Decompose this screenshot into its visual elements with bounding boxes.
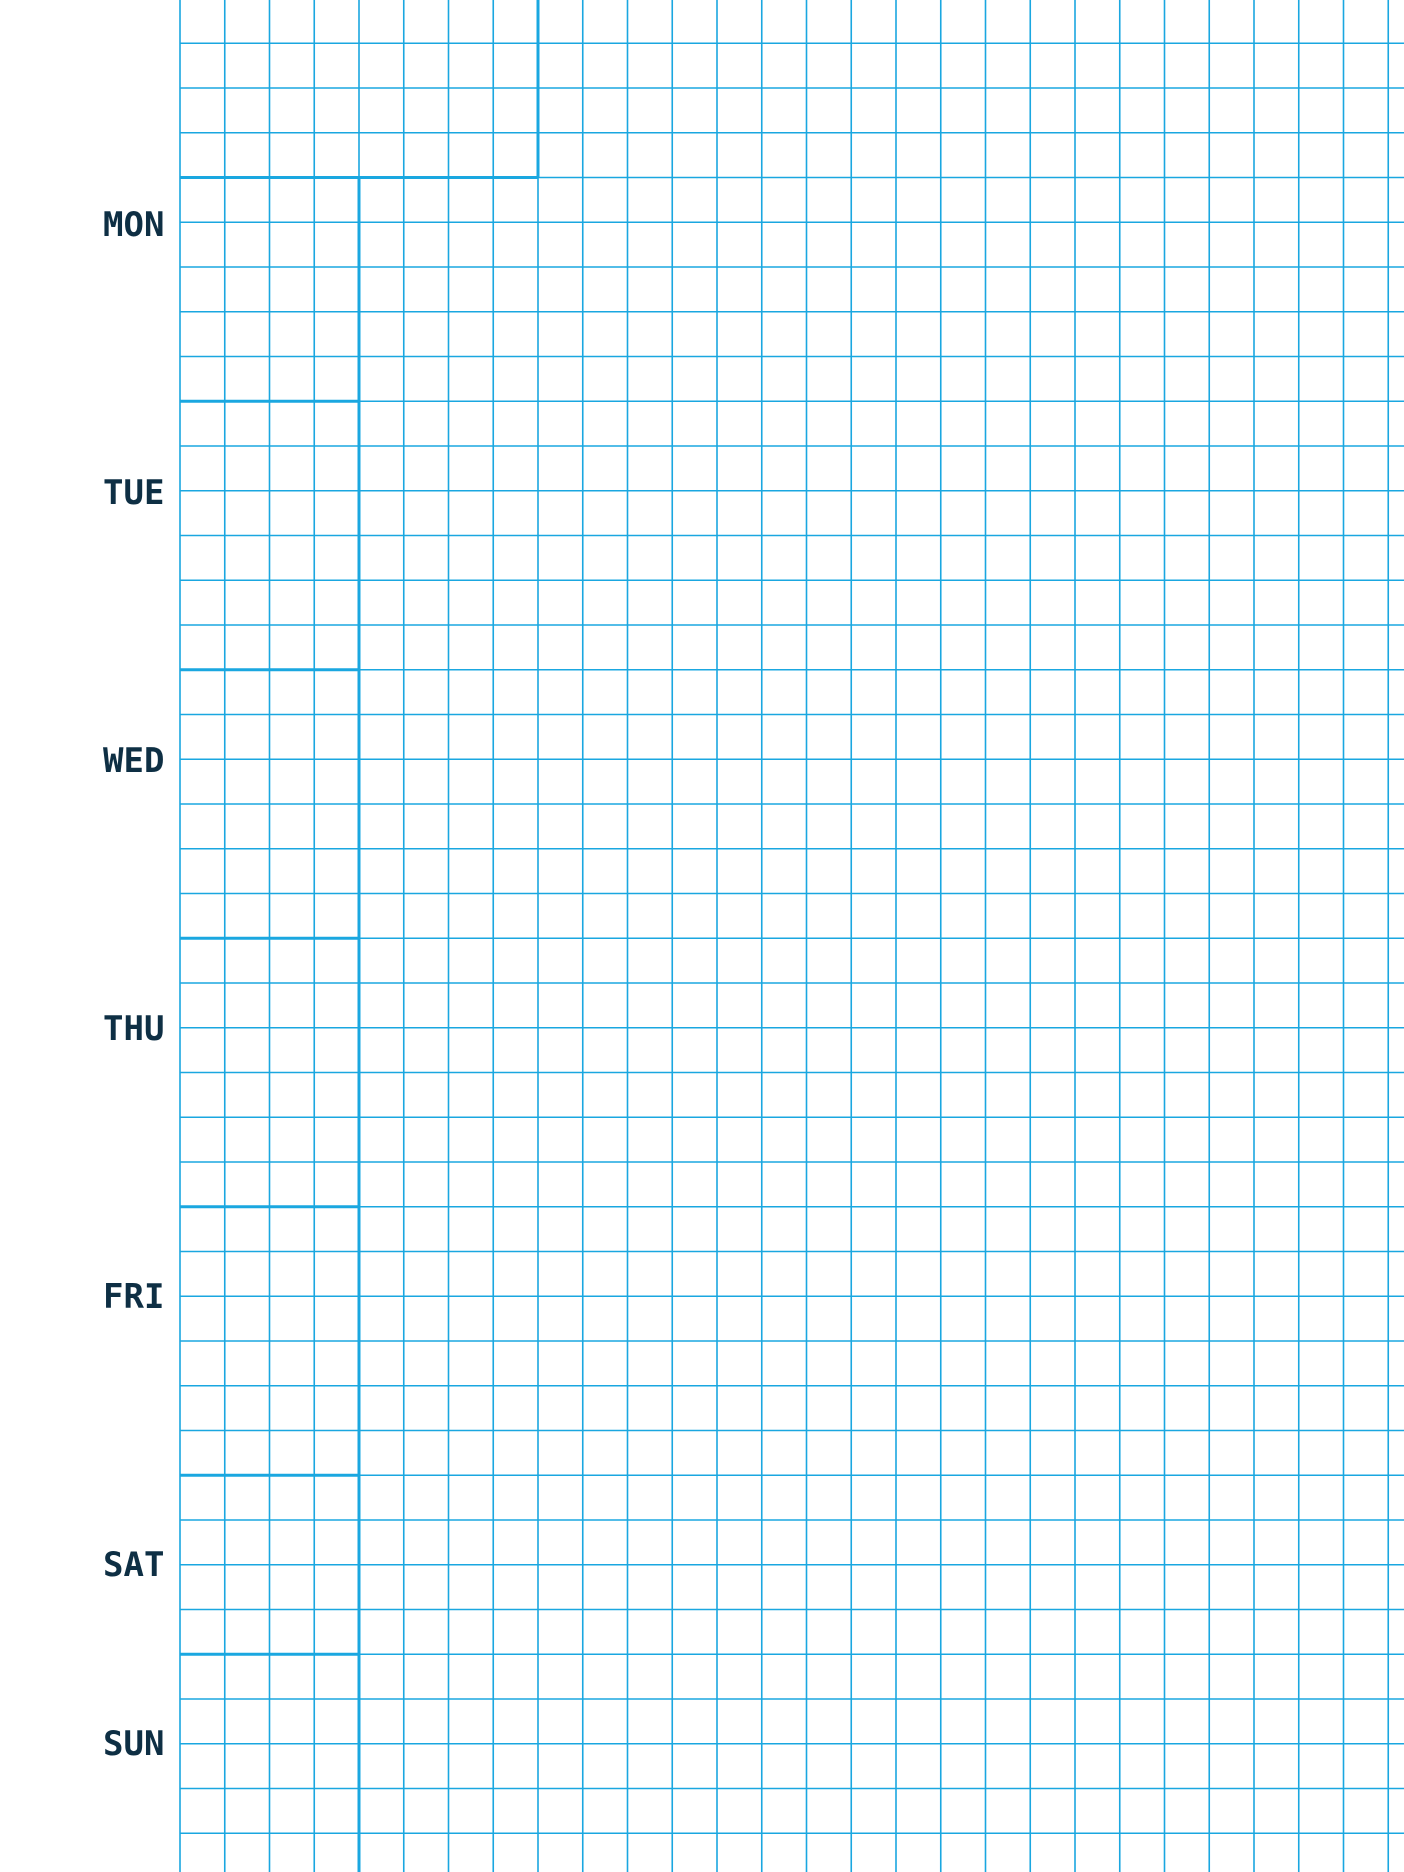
day-label-thu: THU bbox=[103, 1009, 165, 1049]
day-label-sun: SUN bbox=[103, 1724, 165, 1764]
day-label-tue: TUE bbox=[103, 473, 165, 513]
day-label-fri: FRI bbox=[103, 1277, 165, 1317]
day-label-mon: MON bbox=[103, 205, 165, 245]
day-label-wed: WED bbox=[103, 741, 165, 781]
day-label-sat: SAT bbox=[103, 1545, 165, 1585]
